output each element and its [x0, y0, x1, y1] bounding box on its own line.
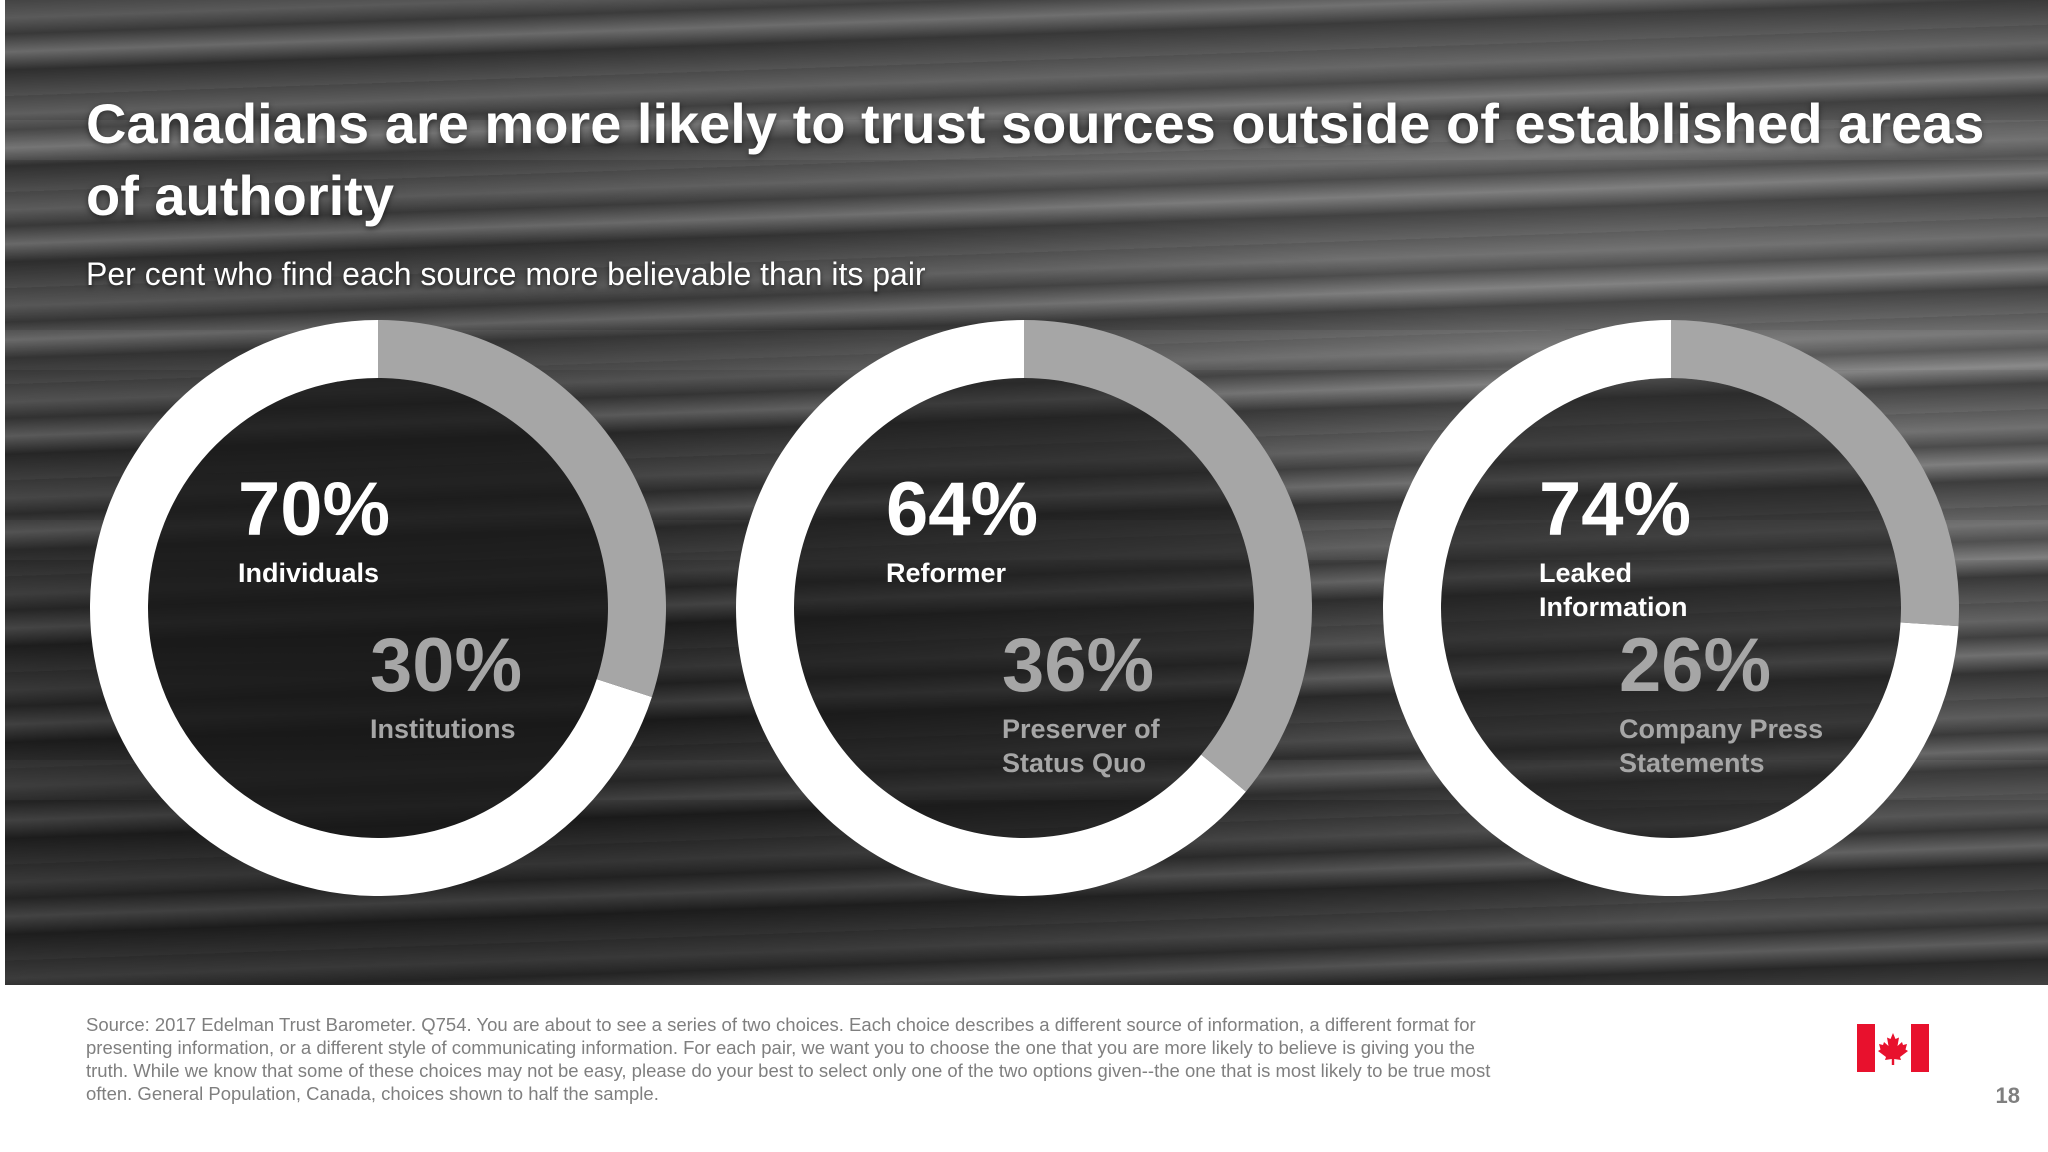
donut-3-svg [1383, 320, 1959, 896]
donut-3-inner [1441, 378, 1901, 838]
donut-2-slice-reformer [735, 320, 1246, 896]
donut-2-inner [794, 378, 1254, 838]
page-number: 18 [1995, 1083, 2020, 1108]
canada-flag-icon [1857, 1024, 1929, 1072]
donut-1-primary-label: Individuals [238, 558, 380, 588]
donut-1-secondary-value: 30% [370, 623, 523, 708]
donut-1-secondary-label: Institutions [370, 714, 516, 744]
donut-1-inner [148, 378, 608, 838]
donut-3-secondary-label: Company Press Statements [1619, 714, 1824, 778]
donut-2-primary-label: Reformer [886, 558, 1007, 588]
donut-3-slice-company-press-statements [1671, 320, 1959, 627]
slide-subtitle: Per cent who find each source more belie… [86, 256, 926, 292]
slide-title: Canadians are more likely to trust sourc… [86, 92, 1985, 227]
donut-2-slice-preserver [1024, 320, 1312, 792]
source-footnote: Source: 2017 Edelman Trust Barometer. Q7… [86, 1014, 1491, 1104]
donut-chart-3: 74% Leaked Information 26% Company Press… [1383, 320, 1959, 896]
donut-1-slice-institutions [378, 320, 666, 697]
donut-1-primary-value: 70% [238, 467, 391, 552]
donut-chart-2: 64% Reformer 36% Preserver of Status Quo [735, 320, 1312, 896]
donut-1-svg [90, 320, 666, 896]
donut-2-primary-value: 64% [886, 467, 1039, 552]
donut-3-primary-label: Leaked Information [1539, 558, 1688, 622]
donut-2-svg [735, 320, 1312, 896]
donut-2-secondary-value: 36% [1002, 623, 1155, 708]
donut-chart-1: 70% Individuals 30% Institutions [90, 320, 666, 896]
donut-3-primary-value: 74% [1539, 467, 1692, 552]
donut-2-secondary-label: Preserver of Status Quo [1002, 714, 1160, 778]
donut-3-secondary-value: 26% [1619, 623, 1772, 708]
